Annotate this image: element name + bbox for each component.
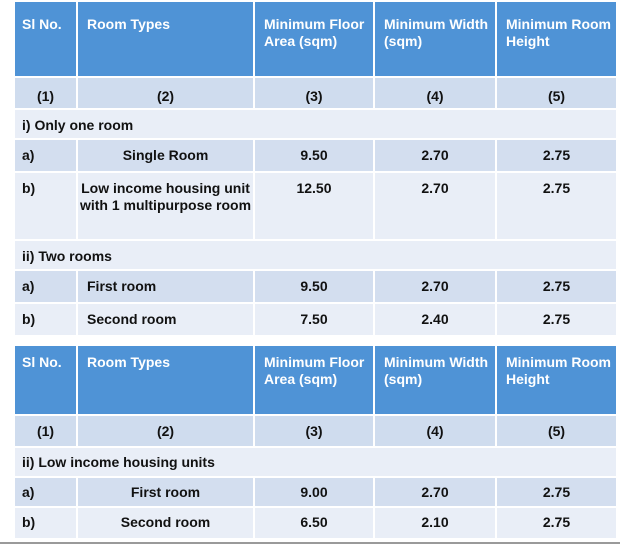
header-min-width: Minimum Width (sqm) — [373, 344, 497, 416]
header-min-width: Minimum Width (sqm) — [373, 0, 497, 78]
header-room-types: Room Types — [76, 0, 255, 78]
room-type-cell: Single Room — [76, 138, 255, 173]
header-min-room-height: Minimum Room Height — [495, 0, 618, 78]
floor-area-cell: 12.50 — [253, 171, 375, 241]
table-row: a) Single Room 9.50 2.70 2.75 — [13, 138, 618, 173]
sl-cell: b) — [13, 302, 78, 337]
column-number: (5) — [495, 76, 618, 110]
width-cell: 2.70 — [373, 171, 497, 241]
column-number-row: (1) (2) (3) (4) (5) — [13, 76, 618, 110]
height-cell: 2.75 — [495, 171, 618, 241]
sl-cell: a) — [13, 269, 78, 304]
floor-area-cell: 9.00 — [253, 476, 375, 508]
column-number: (3) — [253, 414, 375, 448]
height-cell: 2.75 — [495, 506, 618, 540]
section-title: ii) Two rooms — [13, 239, 618, 271]
column-number: (1) — [13, 76, 78, 110]
sl-cell: a) — [13, 476, 78, 508]
height-cell: 2.75 — [495, 302, 618, 337]
room-type-cell: Low income housing unit with 1 multipurp… — [76, 171, 255, 241]
width-cell: 2.70 — [373, 269, 497, 304]
table-row: b) Second room 6.50 2.10 2.75 — [13, 506, 618, 540]
section-row: i) Only one room — [13, 108, 618, 140]
floor-area-cell: 6.50 — [253, 506, 375, 540]
table-row: a) First room 9.50 2.70 2.75 — [13, 269, 618, 304]
column-number: (4) — [373, 414, 497, 448]
column-number: (1) — [13, 414, 78, 448]
table-row: b) Second room 7.50 2.40 2.75 — [13, 302, 618, 337]
table-row: b) Low income housing unit with 1 multip… — [13, 171, 618, 241]
width-cell: 2.70 — [373, 138, 497, 173]
floor-area-cell: 9.50 — [253, 269, 375, 304]
width-cell: 2.70 — [373, 476, 497, 508]
column-number: (4) — [373, 76, 497, 110]
header-min-room-height: Minimum Room Height — [495, 344, 618, 416]
width-cell: 2.40 — [373, 302, 497, 337]
sl-cell: b) — [13, 506, 78, 540]
section-title: i) Only one room — [13, 108, 618, 140]
header-row: Sl No. Room Types Minimum Floor Area (sq… — [13, 344, 618, 416]
bottom-divider — [0, 542, 620, 544]
room-type-cell: Second room — [76, 302, 255, 337]
floor-area-cell: 7.50 — [253, 302, 375, 337]
room-type-cell: First room — [76, 269, 255, 304]
column-number: (5) — [495, 414, 618, 448]
column-number-row: (1) (2) (3) (4) (5) — [13, 414, 618, 448]
header-row: Sl No. Room Types Minimum Floor Area (sq… — [13, 0, 618, 78]
section-title: ii) Low income housing units — [13, 446, 618, 478]
room-type-cell: Second room — [76, 506, 255, 540]
header-min-floor-area: Minimum Floor Area (sqm) — [253, 344, 375, 416]
column-number: (2) — [76, 414, 255, 448]
section-row: ii) Low income housing units — [13, 446, 618, 478]
height-cell: 2.75 — [495, 138, 618, 173]
room-standards-table-2: Sl No. Room Types Minimum Floor Area (sq… — [13, 344, 618, 540]
height-cell: 2.75 — [495, 269, 618, 304]
room-type-cell: First room — [76, 476, 255, 508]
height-cell: 2.75 — [495, 476, 618, 508]
column-number: (3) — [253, 76, 375, 110]
sl-cell: b) — [13, 171, 78, 241]
column-number: (2) — [76, 76, 255, 110]
floor-area-cell: 9.50 — [253, 138, 375, 173]
sl-cell: a) — [13, 138, 78, 173]
header-sl-no: Sl No. — [13, 344, 78, 416]
header-room-types: Room Types — [76, 344, 255, 416]
width-cell: 2.10 — [373, 506, 497, 540]
header-sl-no: Sl No. — [13, 0, 78, 78]
room-standards-table-1: Sl No. Room Types Minimum Floor Area (sq… — [13, 0, 618, 337]
header-min-floor-area: Minimum Floor Area (sqm) — [253, 0, 375, 78]
section-row: ii) Two rooms — [13, 239, 618, 271]
table-row: a) First room 9.00 2.70 2.75 — [13, 476, 618, 508]
